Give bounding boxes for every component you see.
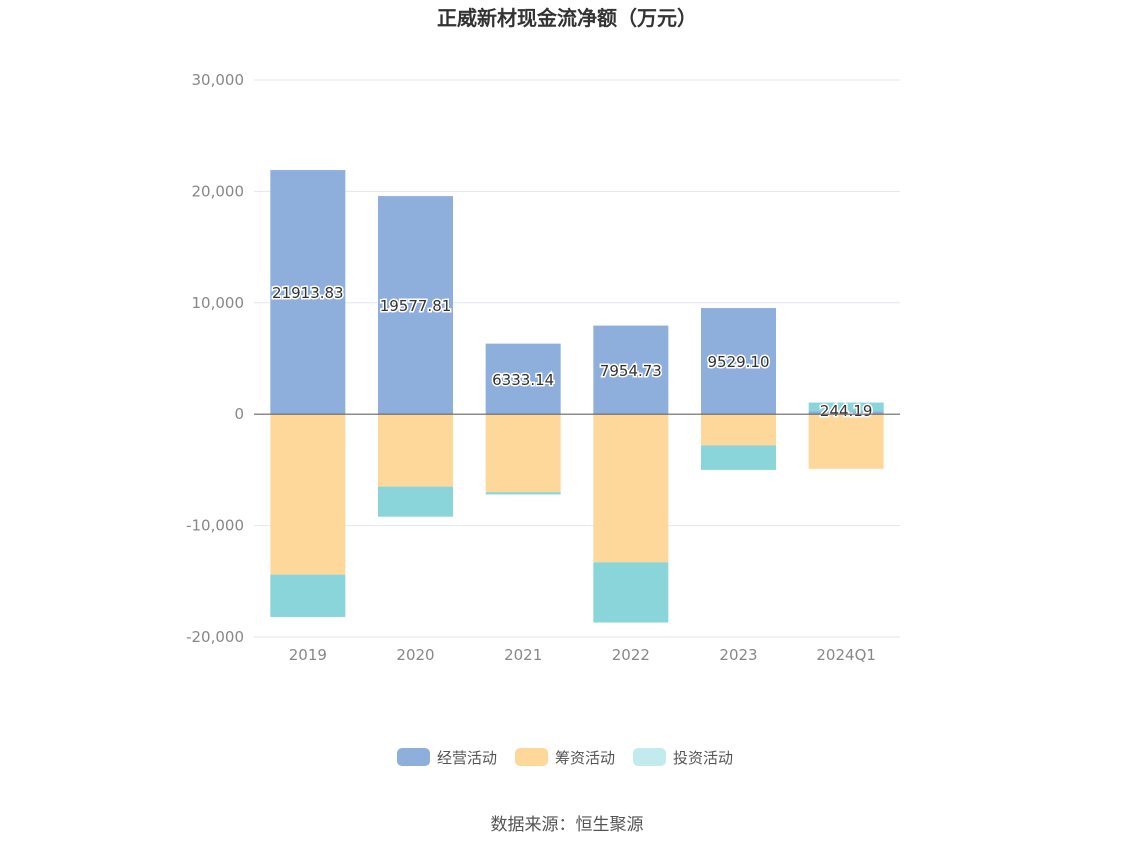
legend: 经营活动 筹资活动 投资活动	[397, 748, 733, 767]
bar	[270, 170, 346, 415]
data-labels: 21913.83 19577.81 6333.14 7954.73 9529.10 244…	[271, 283, 874, 422]
legend-swatch	[515, 748, 548, 766]
x-tick-label: 2024Q1	[816, 646, 876, 664]
bar	[270, 574, 346, 617]
y-tick-label: 0	[234, 405, 244, 423]
data-label: 21913.83	[272, 284, 344, 302]
grid	[254, 79, 900, 638]
x-tick-label: 2023	[719, 646, 757, 664]
bar	[808, 414, 884, 469]
bar	[378, 414, 453, 487]
data-label: 7954.73	[600, 362, 662, 380]
legend-label: 投资活动	[673, 749, 733, 767]
bar	[485, 492, 561, 495]
bars	[270, 170, 884, 623]
bar	[701, 308, 776, 415]
legend-item: 投资活动	[633, 748, 733, 767]
axes: 30,000 20,000 10,000 0 -10,000 -20,000 2019 202…	[186, 71, 900, 664]
bar	[485, 343, 561, 415]
legend-label: 筹资活动	[555, 749, 615, 767]
x-tick-label: 2019	[289, 646, 327, 664]
y-tick-label: 10,000	[192, 294, 245, 312]
data-label: 244.19	[820, 402, 873, 420]
bar	[808, 411, 884, 415]
x-tick-label: 2020	[396, 646, 434, 664]
bar	[701, 414, 776, 446]
y-tick-label: 20,000	[192, 182, 245, 200]
bar	[378, 486, 453, 517]
bar	[701, 445, 776, 470]
legend-swatch	[397, 748, 430, 766]
data-label: 19577.81	[380, 297, 452, 315]
legend-item: 经营活动	[397, 748, 497, 767]
chart-title: 正威新材现金流净额（万元）	[437, 6, 697, 30]
bar	[593, 562, 669, 623]
x-tick-label: 2022	[612, 646, 650, 664]
source-note: 数据来源：恒生聚源	[491, 815, 644, 835]
x-tick-label: 2021	[504, 646, 542, 664]
y-tick-label: -10,000	[186, 517, 244, 535]
bar	[593, 414, 669, 563]
data-label: 6333.14	[492, 371, 554, 389]
y-tick-label: -20,000	[186, 628, 244, 646]
bar	[808, 402, 884, 412]
legend-item: 筹资活动	[515, 748, 615, 767]
bar	[378, 196, 453, 415]
bar	[593, 325, 669, 415]
bar	[270, 414, 346, 575]
y-tick-label: 30,000	[192, 71, 245, 89]
bar	[485, 414, 561, 493]
legend-label: 经营活动	[437, 749, 497, 767]
legend-swatch	[633, 748, 666, 766]
data-label: 9529.10	[707, 353, 769, 371]
